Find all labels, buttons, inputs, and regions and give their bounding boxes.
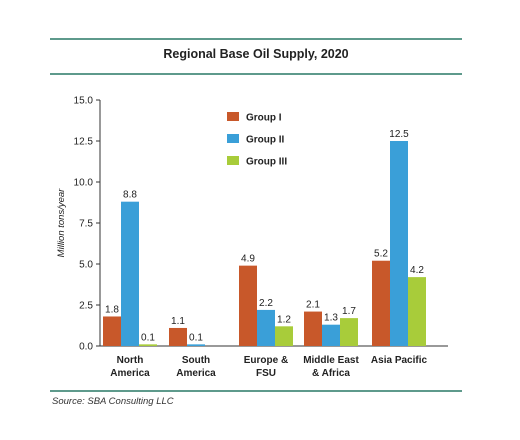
bottom-rule <box>50 390 462 392</box>
bar <box>239 265 257 346</box>
legend-swatch <box>227 156 239 165</box>
y-tick-label: 12.5 <box>74 137 94 148</box>
bar-value-label: 0.1 <box>141 332 155 343</box>
bar-value-label: 2.2 <box>259 298 273 309</box>
category-label: Europe & <box>244 355 288 366</box>
y-tick-label: 15.0 <box>74 96 94 107</box>
legend-label: Group III <box>246 157 287 168</box>
category-label: & Africa <box>312 368 350 379</box>
bar-value-label: 1.3 <box>324 313 338 324</box>
bar-value-label: 12.5 <box>389 129 409 140</box>
source-note: Source: SBA Consulting LLC <box>52 396 174 407</box>
legend-label: Group I <box>246 113 282 124</box>
legend-swatch <box>227 134 239 143</box>
bar-value-label: 2.1 <box>306 300 320 311</box>
category-label: Asia Pacific <box>371 355 428 366</box>
y-tick-label: 0.0 <box>79 342 93 353</box>
bar <box>390 141 408 346</box>
bar <box>408 277 426 346</box>
legend-label: Group II <box>246 135 285 146</box>
y-axis-title: Million tons/year <box>56 188 67 257</box>
bar-value-label: 5.2 <box>374 249 388 260</box>
bar-value-label: 8.8 <box>123 190 137 201</box>
legend-swatch <box>227 112 239 121</box>
category-label: America <box>176 368 216 379</box>
y-tick-label: 5.0 <box>79 260 93 271</box>
category-label: North <box>117 355 144 366</box>
category-label: South <box>182 355 210 366</box>
category-label: America <box>110 368 150 379</box>
y-tick-label: 10.0 <box>74 178 94 189</box>
bar-value-label: 1.1 <box>171 316 185 327</box>
bar <box>275 326 293 346</box>
bar <box>121 201 139 346</box>
bar <box>139 344 157 346</box>
bar <box>304 311 322 346</box>
bar-value-label: 4.9 <box>241 254 255 265</box>
chart-title: Regional Base Oil Supply, 2020 <box>163 47 349 61</box>
bar <box>187 344 205 346</box>
y-tick-label: 2.5 <box>79 301 93 312</box>
top-rule <box>50 38 462 40</box>
category-label: Middle East <box>303 355 359 366</box>
title-rule <box>50 73 462 75</box>
bar <box>169 327 187 346</box>
bar <box>257 309 275 346</box>
bar-value-label: 1.2 <box>277 314 291 325</box>
bar <box>103 316 121 346</box>
bar <box>340 318 358 346</box>
bar <box>372 260 390 346</box>
category-label: FSU <box>256 368 276 379</box>
y-tick-label: 7.5 <box>79 219 93 230</box>
bar-value-label: 4.2 <box>410 265 424 276</box>
bar <box>322 324 340 346</box>
bar-value-label: 1.7 <box>342 306 356 317</box>
bar-value-label: 0.1 <box>189 332 203 343</box>
bar-value-label: 1.8 <box>105 304 119 315</box>
